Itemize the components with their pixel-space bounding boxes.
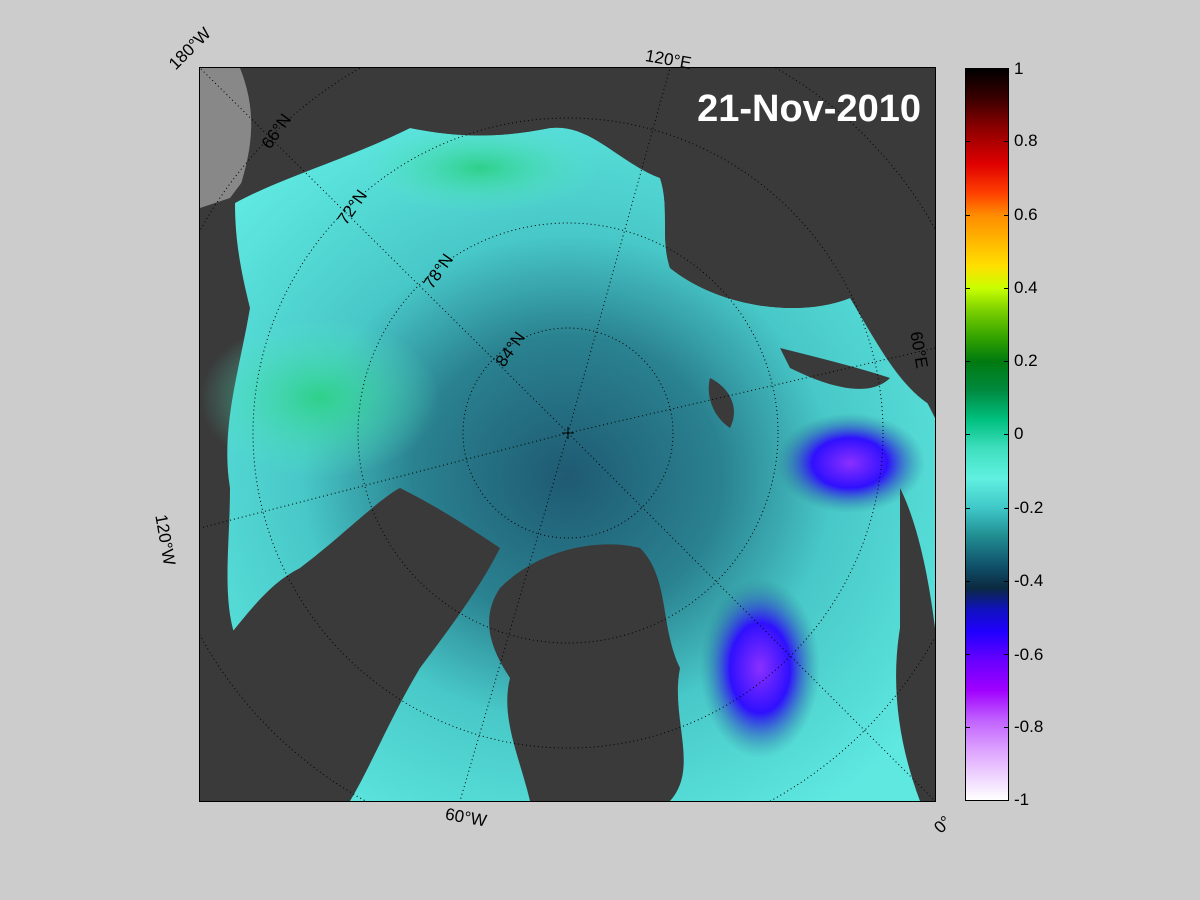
green-anomaly-chukchi: [200, 318, 440, 478]
date-title: 21-Nov-2010: [697, 88, 921, 130]
colorbar-tick-label: -0.4: [1014, 571, 1044, 590]
north-pole-marker: [562, 427, 574, 439]
colorbar: [965, 68, 1009, 801]
lon-label-180w: 180°W: [165, 23, 215, 74]
colorbar-tick-label: 1: [1014, 59, 1024, 78]
land-eurasia: [660, 68, 935, 408]
land-greenland: [489, 544, 684, 801]
land-canadian-archipelago: [200, 488, 500, 801]
latitude-grid: [200, 68, 935, 801]
land-norway: [896, 488, 935, 801]
longitude-grid: [200, 68, 935, 801]
blue-anomaly-greenland-sea: [700, 578, 820, 758]
colorbar-tick-label: -0.6: [1014, 645, 1044, 664]
land-siberia: [235, 68, 820, 203]
colorbar-tick-label: -1: [1014, 790, 1030, 809]
lon-label-0: 0°: [930, 812, 956, 838]
colorbar-tick-label: 0.4: [1014, 278, 1038, 297]
arctic-map-svg: 66°N 72°N 78°N 84°N: [200, 68, 935, 801]
colorbar-tick-label: 0.2: [1014, 351, 1038, 370]
colorbar-tick-label: 0.6: [1014, 205, 1038, 224]
land-novaya-zemlya: [780, 348, 890, 389]
lon-label-120w: 120°W: [151, 513, 179, 567]
blue-anomaly-barents: [775, 413, 925, 513]
colorbar-tick-label: 0.8: [1014, 131, 1038, 150]
colorbar-tick-label: 0: [1014, 424, 1024, 443]
colorbar-tick-label: -0.2: [1014, 498, 1044, 517]
land-svalbard: [708, 378, 734, 428]
lon-label-60w: 60°W: [443, 804, 489, 831]
green-anomaly-siberia: [360, 123, 600, 213]
colorbar-tick-label: -0.8: [1014, 717, 1044, 736]
map-panel: 66°N 72°N 78°N 84°N 21-Nov-2010: [199, 67, 936, 802]
